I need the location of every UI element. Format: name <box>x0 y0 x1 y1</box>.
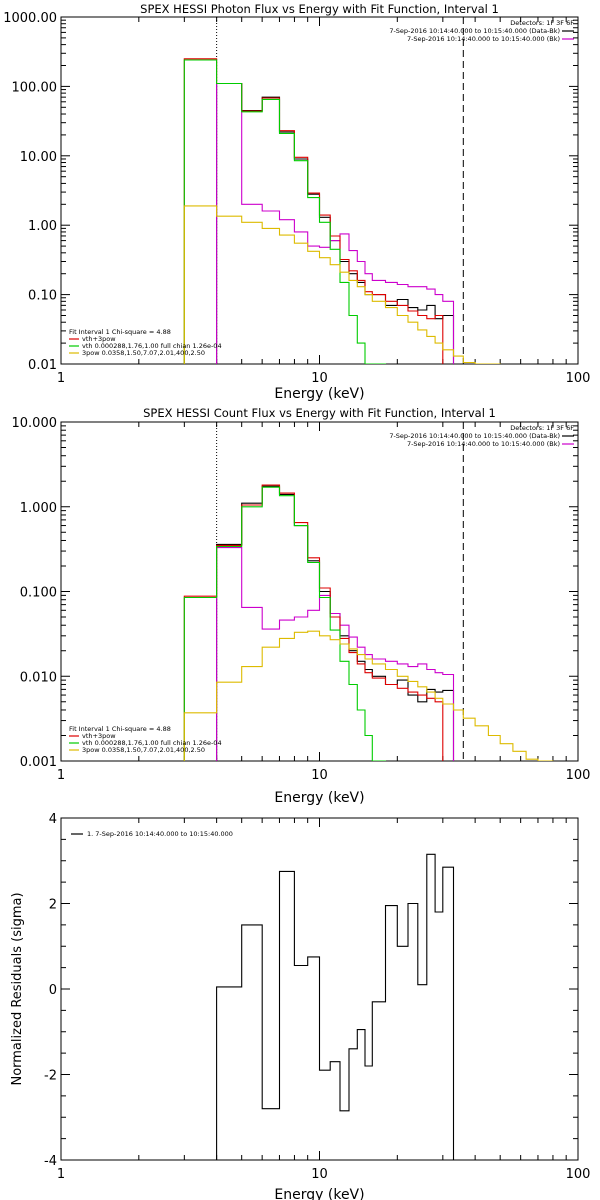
x-tick-label: 1 <box>57 371 65 386</box>
data-layer <box>216 853 464 1160</box>
x-axis-label: Energy (keV) <box>274 386 364 402</box>
legend-fit: Fit Interval 1 Chi-square = 4.88vth+3pow… <box>69 725 222 754</box>
legend-header: Detectors: 1F 3F 6F <box>510 424 574 432</box>
legend-entry: vth+3pow <box>82 335 116 343</box>
series-line-1 <box>216 485 455 761</box>
y-tick-label: -2 <box>44 1069 57 1084</box>
x-axis-label: Energy (keV) <box>274 790 364 806</box>
series-line-3 <box>183 484 444 761</box>
x-tick-label: 10 <box>311 1167 328 1182</box>
series-line-4 <box>183 486 387 761</box>
plot-frame <box>60 16 579 365</box>
x-axis-label: Energy (keV) <box>274 1187 364 1200</box>
y-tick-label: 1.00 <box>28 219 57 234</box>
x-tick-label: 100 <box>566 768 591 783</box>
chart-title: SPEX HESSI Photon Flux vs Energy with Fi… <box>140 2 499 16</box>
legend-header: Fit Interval 1 Chi-square = 4.88 <box>69 725 171 733</box>
chart-panel-2: SPEX HESSI Count Flux vs Energy with Fit… <box>12 406 591 806</box>
y-tick-label: 1000.00 <box>3 11 57 26</box>
chart-title: SPEX HESSI Count Flux vs Energy with Fit… <box>143 406 496 420</box>
legend-entry: 7-Sep-2016 10:14:40.000 to 10:15:40.000 … <box>407 440 560 448</box>
legend-entry: 7-Sep-2016 10:14:40.000 to 10:15:40.000 … <box>389 27 560 35</box>
y-tick-label: 0.01 <box>28 358 57 373</box>
series-line-2 <box>216 82 455 364</box>
series-line-5 <box>183 205 501 364</box>
series-line-1 <box>216 853 464 1160</box>
y-tick-label: 0 <box>49 983 57 998</box>
legend-fit: Fit Interval 1 Chi-square = 4.88vth+3pow… <box>69 328 222 357</box>
y-tick-label: 100.00 <box>12 80 58 95</box>
y-tick-label: 10.000 <box>12 416 58 431</box>
y-tick-label: -4 <box>44 1154 57 1169</box>
y-tick-label: 0.010 <box>20 670 57 685</box>
x-tick-label: 1 <box>57 1167 65 1182</box>
x-tick-label: 10 <box>311 371 328 386</box>
y-tick-label: 1.000 <box>20 501 57 516</box>
data-layer <box>183 58 501 364</box>
y-tick-label: 0.10 <box>28 289 57 304</box>
legend-entry: vth 0.000288,1.76,1.00 full chian 1.26e-… <box>82 342 222 350</box>
chart-panel-3: 1 10 100 -4 -2 0 2 4 Energy (keV) Normalized Resi… <box>10 812 590 1200</box>
series-line-5 <box>183 630 554 761</box>
series-line-4 <box>183 59 387 364</box>
legend-top: Detectors: 1F 3F 6F7-Sep-2016 10:14:40.0… <box>389 424 574 448</box>
legend-entry: vth 0.000288,1.76,1.00 full chian 1.26e-… <box>82 739 222 747</box>
legend-top: 1. 7-Sep-2016 10:14:40.000 to 10:15:40.0… <box>71 830 233 838</box>
y-tick-label: 10.00 <box>20 150 57 165</box>
x-tick-label: 1 <box>57 768 65 783</box>
legend-entry: vth+3pow <box>82 732 116 740</box>
series-line-3 <box>183 58 444 364</box>
y-axis-label: Normalized Residuals (sigma) <box>10 892 25 1085</box>
x-tick-label: 100 <box>566 1167 591 1182</box>
chart-panel-1: SPEX HESSI Photon Flux vs Energy with Fi… <box>3 2 590 402</box>
y-tick-label: 2 <box>49 898 57 913</box>
legend-header: Detectors: 1F 3F 6F <box>510 19 574 27</box>
y-tick-label: 0.100 <box>20 586 57 601</box>
legend-entry: 3pow 0.0358,1.50,7.07,2.01,400,2.50 <box>82 746 205 754</box>
y-tick-label: 4 <box>49 812 57 827</box>
legend-header: Fit Interval 1 Chi-square = 4.88 <box>69 328 171 336</box>
legend-entry: 7-Sep-2016 10:14:40.000 to 10:15:40.000 … <box>407 35 560 43</box>
legend-entry: 7-Sep-2016 10:14:40.000 to 10:15:40.000 … <box>389 432 560 440</box>
legend-top: Detectors: 1F 3F 6F7-Sep-2016 10:14:40.0… <box>389 19 574 43</box>
y-tick-label: 0.001 <box>20 755 57 770</box>
legend-entry: 1. 7-Sep-2016 10:14:40.000 to 10:15:40.0… <box>87 830 233 838</box>
x-tick-label: 100 <box>566 371 591 386</box>
data-layer <box>183 484 554 761</box>
series-line-2 <box>216 547 455 761</box>
x-tick-label: 10 <box>311 768 328 783</box>
legend-entry: 3pow 0.0358,1.50,7.07,2.01,400,2.50 <box>82 349 205 357</box>
